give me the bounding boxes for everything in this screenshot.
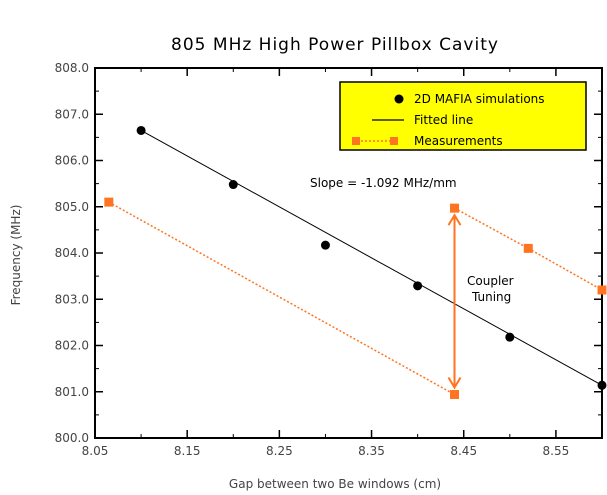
legend: 2D MAFIA simulations Fitted line Measure… — [340, 82, 586, 150]
fitted-line — [141, 130, 602, 385]
y-tick-label: 804.0 — [55, 246, 89, 260]
legend-meas-marker-right-icon — [390, 137, 398, 145]
legend-sim-label: 2D MAFIA simulations — [414, 92, 545, 106]
simulation-point — [321, 241, 330, 250]
tuning-annotation: Tuning — [471, 290, 511, 304]
y-axis-label: Frequency (MHz) — [9, 205, 23, 306]
y-tick-label: 808.0 — [55, 61, 89, 75]
measurement-point — [104, 198, 113, 207]
legend-meas-marker-left-icon — [352, 137, 360, 145]
x-tick-label: 8.25 — [266, 444, 293, 458]
x-tick-label: 8.35 — [358, 444, 385, 458]
measurement-point — [450, 204, 459, 213]
x-tick-label: 8.15 — [174, 444, 201, 458]
legend-meas-label: Measurements — [414, 134, 503, 148]
y-tick-label: 805.0 — [55, 200, 89, 214]
measurement-line — [109, 202, 455, 394]
y-tick-label: 800.0 — [55, 431, 89, 445]
legend-fit-label: Fitted line — [414, 113, 473, 127]
measurement-point — [524, 244, 533, 253]
y-tick-label: 802.0 — [55, 339, 89, 353]
x-axis-label: Gap between two Be windows (cm) — [229, 477, 441, 491]
simulation-point — [505, 333, 514, 342]
coupler-annotation: Coupler — [467, 274, 514, 288]
measurement-point — [598, 286, 607, 295]
x-tick-label: 8.45 — [450, 444, 477, 458]
y-tick-label: 806.0 — [55, 154, 89, 168]
y-tick-label: 807.0 — [55, 107, 89, 121]
slope-annotation: Slope = -1.092 MHz/mm — [310, 176, 457, 190]
legend-sim-marker-icon — [395, 95, 404, 104]
y-tick-label: 803.0 — [55, 292, 89, 306]
simulation-point — [137, 126, 146, 135]
series-layer — [104, 126, 606, 399]
x-tick-label: 8.55 — [543, 444, 570, 458]
y-tick-label: 801.0 — [55, 385, 89, 399]
x-tick-label: 8.05 — [82, 444, 109, 458]
chart-title: 805 MHz High Power Pillbox Cavity — [171, 35, 499, 55]
simulation-point — [598, 381, 607, 390]
simulation-point — [229, 180, 238, 189]
simulation-point — [413, 281, 422, 290]
measurement-point — [450, 390, 459, 399]
